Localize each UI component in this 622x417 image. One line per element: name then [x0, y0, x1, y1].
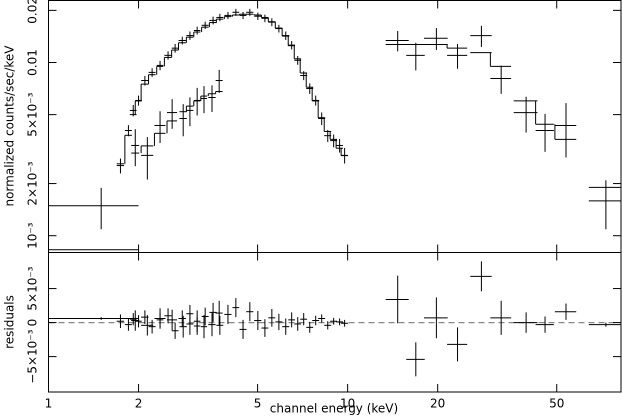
y-tick-label: 5×10⁻³: [26, 92, 40, 136]
axes: 1 2 5 10 20 50 10⁻³ 2×10⁻³ 5×10⁻³ 0.01 0.02 −5×10⁻³…: [26, 0, 621, 411]
x-tick-label: 50: [549, 397, 564, 411]
residual-axis-label: residuals: [3, 295, 17, 349]
spectrum-plot: [48, 8, 621, 251]
y-tick-label: 2×10⁻³: [26, 161, 40, 205]
residual-y-tick-label: −5×10⁻³: [26, 329, 40, 383]
residual-y-tick-label: 5×10⁻³: [26, 266, 40, 310]
residual-y-tick-label: 0: [26, 319, 40, 327]
x-tick-label: 2: [135, 397, 143, 411]
residual-plot: [48, 261, 621, 377]
x-tick-label: 10: [340, 397, 355, 411]
y-axis-label: normalized counts/sec/keV: [3, 45, 17, 207]
x-tick-label: 20: [430, 397, 445, 411]
x-axis-label: channel energy (keV): [270, 402, 398, 416]
y-tick-label: 10⁻³: [26, 222, 40, 249]
y-tick-label: 0.02: [26, 0, 40, 24]
x-tick-label: 5: [254, 397, 262, 411]
y-tick-label: 0.01: [26, 49, 40, 76]
top-panel-frame: [48, 0, 622, 253]
x-tick-label: 1: [45, 397, 53, 411]
